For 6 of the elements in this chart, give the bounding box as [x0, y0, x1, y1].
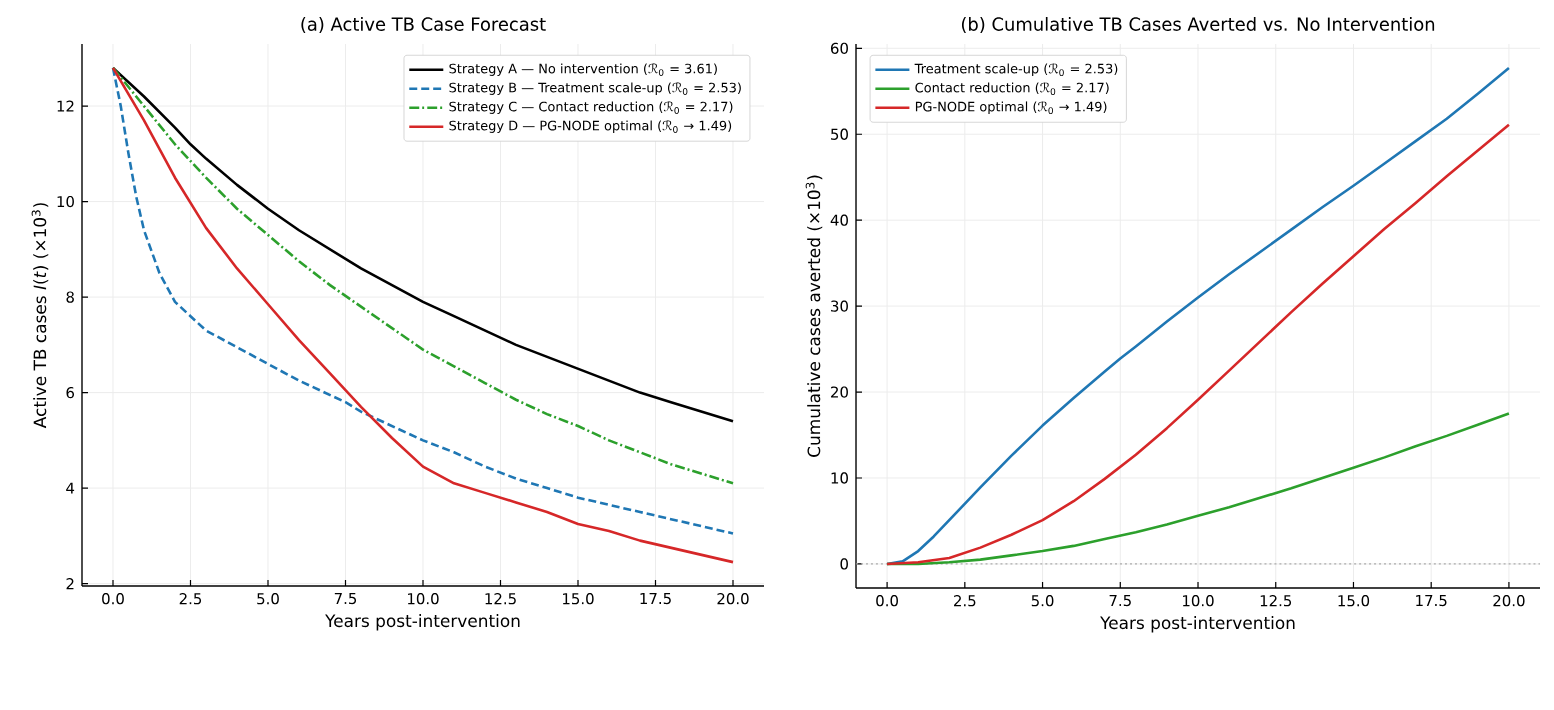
y-axis-title: Active TB cases I(t) (×10$^{3}$) [31, 203, 49, 429]
chart-title: (a) Active TB Case Forecast [301, 17, 546, 34]
x-axis-title: Years post-intervention [325, 614, 520, 631]
y-axis-title: Cumulative cases averted (×10$^{3}$) [805, 175, 823, 457]
chart-title: (b) Cumulative TB Cases Averted vs. No Intervention [961, 17, 1435, 34]
x-axis-title: Years post-intervention [1100, 616, 1295, 633]
